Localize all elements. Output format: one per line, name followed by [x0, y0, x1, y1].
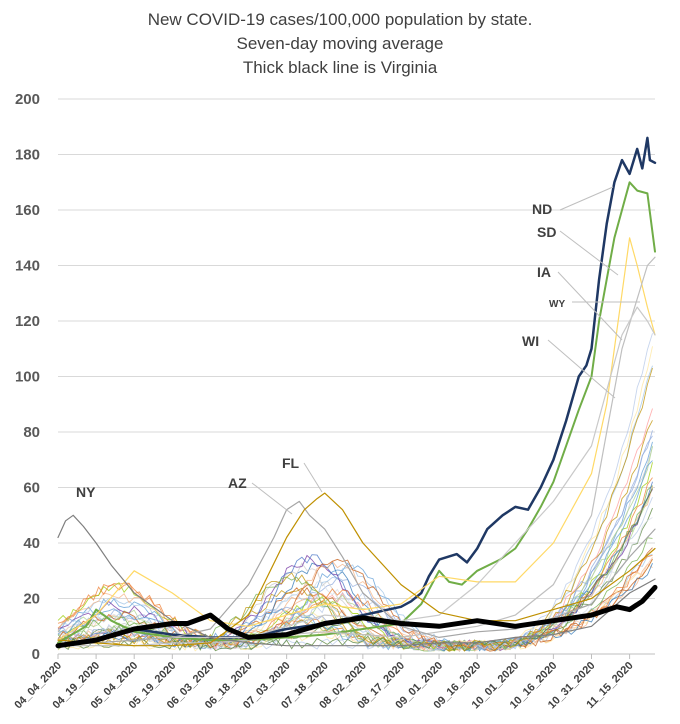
chart-title-line-2: Seven-day moving average	[236, 34, 444, 53]
series-line-ia	[57, 237, 656, 641]
annotation-sd: SD	[537, 224, 556, 240]
series-line-sd	[57, 181, 656, 644]
y-tick-label-80: 80	[23, 424, 40, 441]
series-line-virginia	[55, 584, 658, 649]
chart-title-line-1: New COVID-19 cases/100,000 population by…	[147, 10, 533, 29]
annotation-az: AZ	[228, 475, 247, 491]
annotation-leader-wi	[547, 339, 616, 399]
annotation-fl: FL	[282, 455, 300, 471]
series-line-wy	[57, 256, 656, 647]
y-tick-label-140: 140	[15, 258, 40, 275]
annotation-leader-az	[251, 482, 293, 515]
y-tick-label-100: 100	[15, 369, 40, 386]
y-tick-label-40: 40	[23, 535, 40, 552]
annotation-leader-fl	[303, 462, 323, 493]
other-state-line	[57, 489, 653, 652]
y-tick-label-200: 200	[15, 91, 40, 108]
y-tick-label-0: 0	[32, 646, 40, 663]
other-state-line	[57, 559, 653, 652]
chart-title: New COVID-19 cases/100,000 population by…	[0, 8, 680, 80]
chart-title-line-3: Thick black line is Virginia	[242, 58, 438, 77]
other-state-line	[57, 481, 653, 652]
series-line-wi	[57, 306, 656, 647]
other-state-line	[57, 537, 653, 652]
y-tick-label-60: 60	[23, 480, 40, 497]
annotation-leader-ia	[557, 271, 623, 341]
annotation-wi: WI	[522, 333, 539, 349]
y-tick-label-180: 180	[15, 147, 40, 164]
annotation-ia: IA	[537, 264, 551, 280]
other-state-line	[57, 486, 653, 652]
other-states-lines	[57, 333, 653, 653]
series-line-ny	[57, 514, 656, 647]
annotation-wy: WY	[549, 299, 565, 310]
series-line-fl	[57, 492, 656, 647]
annotation-leader-nd	[559, 186, 614, 211]
annotation-nd: ND	[532, 201, 552, 217]
y-tick-label-120: 120	[15, 313, 40, 330]
annotation-ny: NY	[76, 484, 96, 500]
series-line-nd	[56, 136, 657, 647]
y-tick-label-20: 20	[23, 591, 40, 608]
y-tick-label-160: 160	[15, 202, 40, 219]
annotation-leader-sd	[559, 230, 619, 276]
other-state-line	[57, 488, 653, 652]
